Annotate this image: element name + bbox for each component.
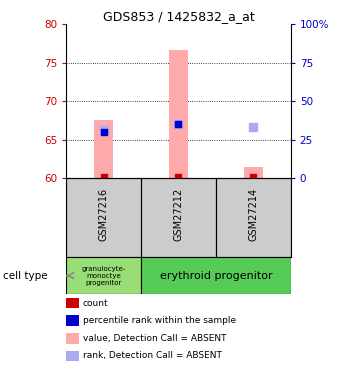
Point [101, 128, 106, 134]
Bar [94, 120, 113, 178]
Point [176, 120, 181, 126]
Text: granulocyte-
monoctye
progenitor: granulocyte- monoctye progenitor [82, 266, 126, 286]
Text: rank, Detection Call = ABSENT: rank, Detection Call = ABSENT [83, 351, 221, 360]
Point [251, 124, 256, 130]
Bar [244, 166, 262, 178]
Text: GSM27216: GSM27216 [99, 188, 109, 241]
Point [101, 174, 106, 180]
Point [101, 129, 106, 135]
Text: percentile rank within the sample: percentile rank within the sample [83, 316, 236, 325]
Text: count: count [83, 298, 108, 307]
Point [176, 120, 181, 126]
Text: GSM27212: GSM27212 [173, 188, 184, 241]
Bar [141, 257, 291, 294]
Bar [216, 178, 291, 257]
Text: GSM27214: GSM27214 [248, 188, 258, 241]
Bar [66, 257, 141, 294]
Point [176, 174, 181, 180]
Text: cell type: cell type [3, 271, 48, 280]
Text: value, Detection Call = ABSENT: value, Detection Call = ABSENT [83, 334, 226, 343]
Bar [169, 50, 188, 178]
Text: erythroid progenitor: erythroid progenitor [159, 271, 272, 280]
Point [251, 174, 256, 180]
Bar [66, 178, 141, 257]
Bar [141, 178, 216, 257]
Title: GDS853 / 1425832_a_at: GDS853 / 1425832_a_at [103, 10, 254, 23]
